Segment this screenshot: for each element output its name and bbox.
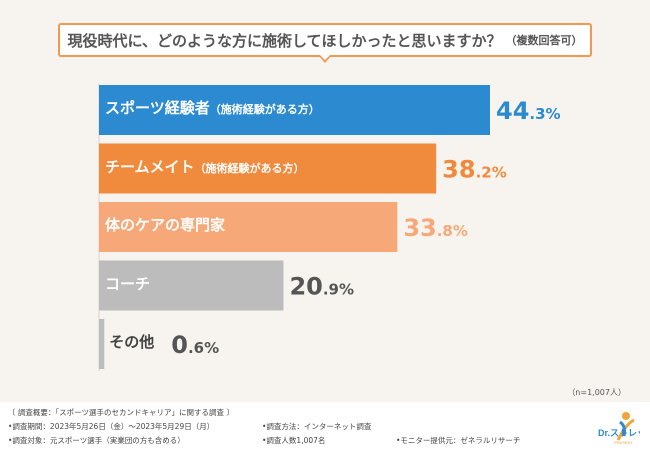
bar-category-label: その他 bbox=[109, 335, 154, 350]
chart-title-box: 現役時代に、どのような方に施術してほしかったと思いますか？ （複数回答可） bbox=[58, 23, 592, 57]
footer-period: •調査期間：2023年5月26日（金）～2023年5月29日（月） bbox=[8, 422, 215, 431]
bar-category-sub: （施術経験がある方） bbox=[194, 161, 305, 175]
bar-3 bbox=[99, 202, 398, 252]
bar-category-main: コーチ bbox=[105, 274, 151, 293]
bar-category-label: 体のケアの専門家 bbox=[105, 218, 225, 233]
bar-category-main: チームメイト bbox=[105, 157, 195, 176]
dr-stretch-logo: Dr.ストレッチ PRESENT bbox=[598, 412, 640, 445]
bar-category-sub: （施術経験がある方） bbox=[209, 103, 320, 116]
footer-target: •調査対象：元スポーツ選手（実業団の方も含める） bbox=[8, 436, 185, 445]
bar-value-label: 0.6% bbox=[171, 331, 219, 359]
bar-category-main: スポーツ経験者 bbox=[105, 99, 210, 117]
bar-2 bbox=[99, 143, 437, 194]
bar-value-label: 44.3% bbox=[496, 97, 561, 125]
footer-overview: 〔 調査概要：「スポーツ選手のセカンドキャリア」に関する調査 〕 bbox=[8, 408, 234, 417]
bar-category-label: コーチ bbox=[105, 274, 151, 293]
bar-category-main: その他 bbox=[109, 333, 155, 351]
bar-value-label: 33.8% bbox=[403, 214, 468, 242]
bar-value-label: 38.2% bbox=[442, 156, 507, 184]
bar-chart: 44.3% 38.2% 33.8% 20.9% 0.6% bbox=[98, 83, 561, 371]
survey-footer: 〔 調査概要：「スポーツ選手のセカンドキャリア」に関する調査 〕 •調査期間：2… bbox=[0, 402, 650, 450]
bar-category-label: スポーツ経験者（施術経験がある方） bbox=[105, 101, 320, 116]
footer-count: •調査人数1,007名 bbox=[262, 436, 326, 445]
chart-title: 現役時代に、どのような方に施術してほしかったと思いますか？ bbox=[67, 31, 502, 50]
footer-monitor: •モニター提供元：ゼネラルリサーチ bbox=[396, 436, 521, 445]
chart-title-sub: （複数回答可） bbox=[505, 34, 583, 47]
bar-1 bbox=[99, 85, 490, 135]
logo-sub: PRESENT bbox=[614, 440, 633, 445]
logo-text: Dr.ストレッチ bbox=[598, 428, 640, 438]
bar-4 bbox=[99, 260, 284, 311]
title-pointer-inner bbox=[320, 55, 330, 60]
bar-value-label: 20.9% bbox=[289, 273, 354, 301]
bar-5 bbox=[99, 319, 105, 369]
bar-category-main: 体のケアの専門家 bbox=[105, 216, 226, 234]
sample-size-note: （n=1,007人） bbox=[567, 388, 626, 397]
bar-category-label: チームメイト（施術経験がある方） bbox=[105, 157, 305, 176]
footer-method: •調査方法：インターネット調査 bbox=[262, 422, 372, 431]
